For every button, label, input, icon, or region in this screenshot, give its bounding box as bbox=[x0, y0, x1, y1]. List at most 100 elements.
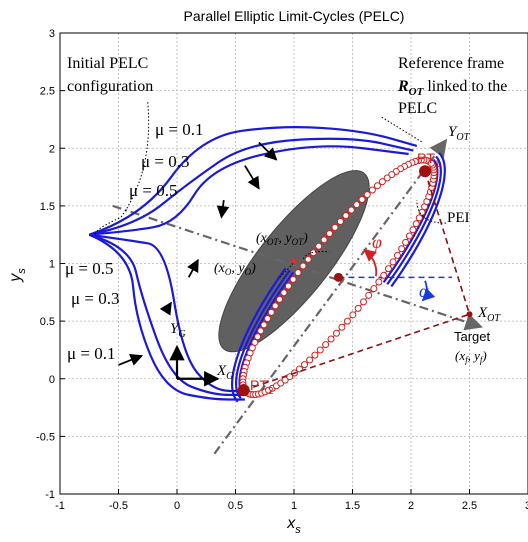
y-tick-label: 1.5 bbox=[40, 201, 55, 213]
y-tick-label: 0.5 bbox=[40, 316, 55, 328]
x-tick-label: 0 bbox=[174, 500, 180, 512]
x-tick-label: 0.5 bbox=[228, 500, 243, 512]
phi-arc bbox=[364, 250, 376, 277]
limit-cycle-point bbox=[261, 322, 267, 328]
limit-cycle-point bbox=[385, 266, 391, 272]
limit-cycle-point bbox=[350, 312, 356, 318]
limit-cycle-point bbox=[376, 279, 382, 285]
limit-cycle-point bbox=[339, 324, 345, 330]
limit-cycle-point bbox=[374, 183, 380, 189]
mu-label-1: μ = 0.1 bbox=[155, 120, 203, 139]
alpha-label: α bbox=[419, 281, 429, 301]
limit-cycle-point bbox=[354, 202, 360, 208]
mu-pointer-arrow bbox=[221, 200, 223, 217]
limit-cycle-point bbox=[276, 296, 282, 302]
limit-cycle-point bbox=[268, 309, 274, 315]
phi-label: φ bbox=[372, 232, 382, 252]
mu-label-4: μ = 0.5 bbox=[65, 259, 113, 278]
limit-cycle-point bbox=[305, 256, 311, 262]
limit-cycle-point bbox=[413, 221, 419, 227]
chart-title: Parallel Elliptic Limit-Cycles (PELC) bbox=[184, 8, 405, 24]
limit-cycle-point bbox=[369, 187, 375, 193]
pt2-point bbox=[238, 384, 250, 396]
limit-cycle-point bbox=[321, 237, 327, 243]
limit-cycle-point bbox=[317, 347, 323, 353]
x-tick-label: 2.5 bbox=[462, 500, 477, 512]
limit-cycle-point bbox=[355, 305, 361, 311]
x-tick-label: -0.5 bbox=[109, 500, 128, 512]
limit-cycle-point bbox=[272, 303, 278, 309]
limit-cycle-point bbox=[295, 270, 301, 276]
target-point bbox=[467, 311, 473, 317]
limit-cycle-point bbox=[364, 192, 370, 198]
pt1-target-line bbox=[425, 171, 469, 314]
pt1-point bbox=[419, 165, 431, 177]
y-ot-label: YOT bbox=[448, 124, 471, 143]
ref-frame-label-line3: PELC bbox=[398, 100, 437, 117]
limit-cycle-point bbox=[399, 246, 405, 252]
limit-cycle-point bbox=[328, 336, 334, 342]
limit-cycle-point bbox=[359, 197, 365, 203]
limit-cycle-point bbox=[371, 286, 377, 292]
limit-cycle-point bbox=[403, 239, 409, 245]
limit-cycle-point bbox=[332, 224, 338, 230]
limit-cycle-point bbox=[360, 299, 366, 305]
pelc-center-point bbox=[334, 273, 343, 282]
limit-cycle-point bbox=[343, 213, 349, 219]
x-tick-label: 1 bbox=[291, 500, 297, 512]
limit-cycle-point bbox=[344, 318, 350, 324]
limit-cycle-point bbox=[348, 207, 354, 213]
limit-cycle-point bbox=[327, 231, 333, 237]
limit-cycle-point bbox=[285, 283, 291, 289]
limit-cycle-point bbox=[337, 218, 343, 224]
x-axis-label: xs bbox=[286, 515, 301, 536]
limit-cycle-point bbox=[302, 362, 308, 368]
limit-cycle-point bbox=[255, 334, 261, 340]
y-g-label: YG bbox=[170, 321, 186, 340]
mu-pointer-arrow bbox=[189, 260, 198, 277]
limit-cycle-point bbox=[333, 330, 339, 336]
y-tick-label: 1 bbox=[49, 259, 55, 271]
limit-cycle-point bbox=[316, 243, 322, 249]
mu-pointer-arrow bbox=[245, 166, 259, 189]
y-tick-label: 3 bbox=[49, 28, 55, 40]
x-tick-label: 1.5 bbox=[345, 500, 360, 512]
limit-cycle-point bbox=[381, 272, 387, 278]
limit-cycle-point bbox=[312, 352, 318, 358]
ref-frame-label-line1: Reference frame bbox=[398, 55, 504, 72]
obstacle-center-point bbox=[292, 259, 297, 264]
x-tick-label: -1 bbox=[55, 500, 65, 512]
mu-label-6: μ = 0.1 bbox=[67, 344, 115, 363]
limit-cycle-point bbox=[281, 290, 287, 296]
limit-cycle-point bbox=[300, 263, 306, 269]
limit-cycle-point bbox=[410, 227, 416, 233]
limit-cycle-point bbox=[265, 316, 271, 322]
pei-label: PEI bbox=[447, 210, 470, 226]
limit-cycle-point bbox=[394, 252, 400, 258]
x-tick-label: 2 bbox=[408, 500, 414, 512]
limit-cycle-point bbox=[310, 250, 316, 256]
mu-pointer-arrow bbox=[119, 356, 142, 365]
ref-frame-label-line2: ROT linked to the bbox=[397, 78, 507, 98]
initial-config-label-line2: configuration bbox=[67, 78, 153, 95]
limit-cycle-point bbox=[307, 357, 313, 363]
target-coords-label: (xf, yf) bbox=[455, 348, 487, 365]
y-axis-label: ys bbox=[7, 268, 28, 283]
limit-cycle-point bbox=[406, 233, 412, 239]
mu-label-2: μ = 0.3 bbox=[141, 152, 189, 171]
initial-config-label-line1: Initial PELC bbox=[67, 55, 148, 72]
y-tick-label: 0 bbox=[49, 374, 55, 386]
limit-cycle-point bbox=[390, 259, 396, 265]
mu-label-5: μ = 0.3 bbox=[71, 289, 119, 308]
limit-cycle-point bbox=[323, 342, 329, 348]
limit-cycle-point bbox=[366, 292, 372, 298]
y-tick-label: 2 bbox=[49, 143, 55, 155]
y-tick-label: -1 bbox=[45, 489, 55, 501]
target-label: Target bbox=[454, 329, 491, 344]
limit-cycle-point bbox=[290, 276, 296, 282]
mu-pointer-arrow bbox=[165, 303, 171, 312]
limit-cycle-point bbox=[416, 215, 422, 221]
limit-cycle-point bbox=[258, 328, 264, 334]
y-tick-label: -0.5 bbox=[36, 431, 55, 443]
